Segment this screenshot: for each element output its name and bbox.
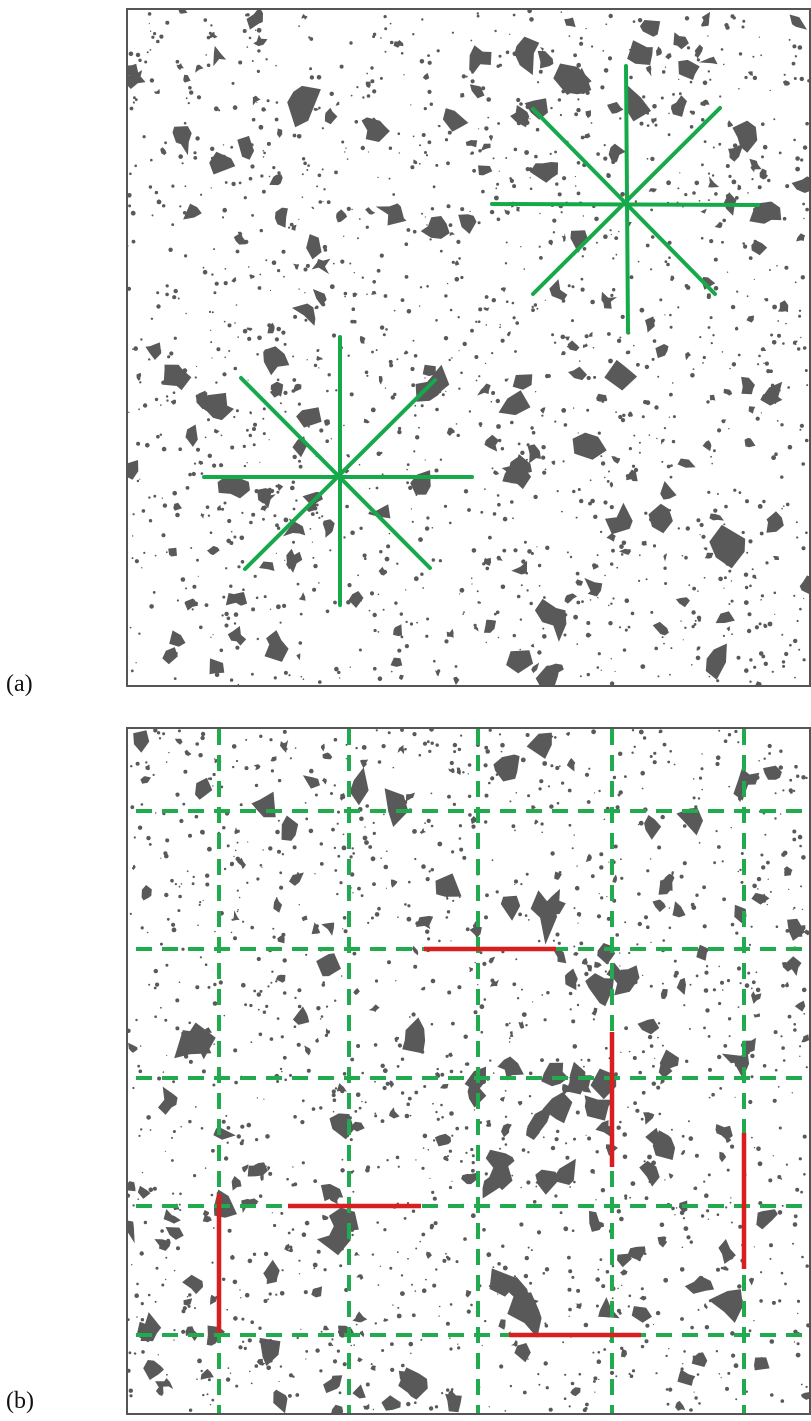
star-2-antidiagonal-line bbox=[239, 376, 432, 570]
panel-a-label: (a) bbox=[6, 671, 33, 697]
star-probe-1 bbox=[490, 64, 760, 334]
panel-a-image bbox=[126, 8, 811, 687]
dashed-grid bbox=[136, 729, 809, 1413]
star-probes bbox=[202, 64, 760, 607]
pore-texture bbox=[128, 729, 809, 1413]
pore-texture bbox=[128, 10, 809, 685]
star-probe-2 bbox=[202, 335, 474, 607]
red-segments bbox=[216, 946, 747, 1338]
panel-b-image bbox=[126, 727, 811, 1415]
star-1-antidiagonal-line bbox=[531, 107, 717, 296]
star-1-diagonal-line bbox=[531, 106, 722, 296]
panel-a-svg bbox=[128, 10, 809, 685]
star-2-diagonal-line bbox=[243, 378, 437, 571]
panel-b-svg bbox=[128, 729, 809, 1413]
panel-b-label: (b) bbox=[6, 1388, 34, 1414]
